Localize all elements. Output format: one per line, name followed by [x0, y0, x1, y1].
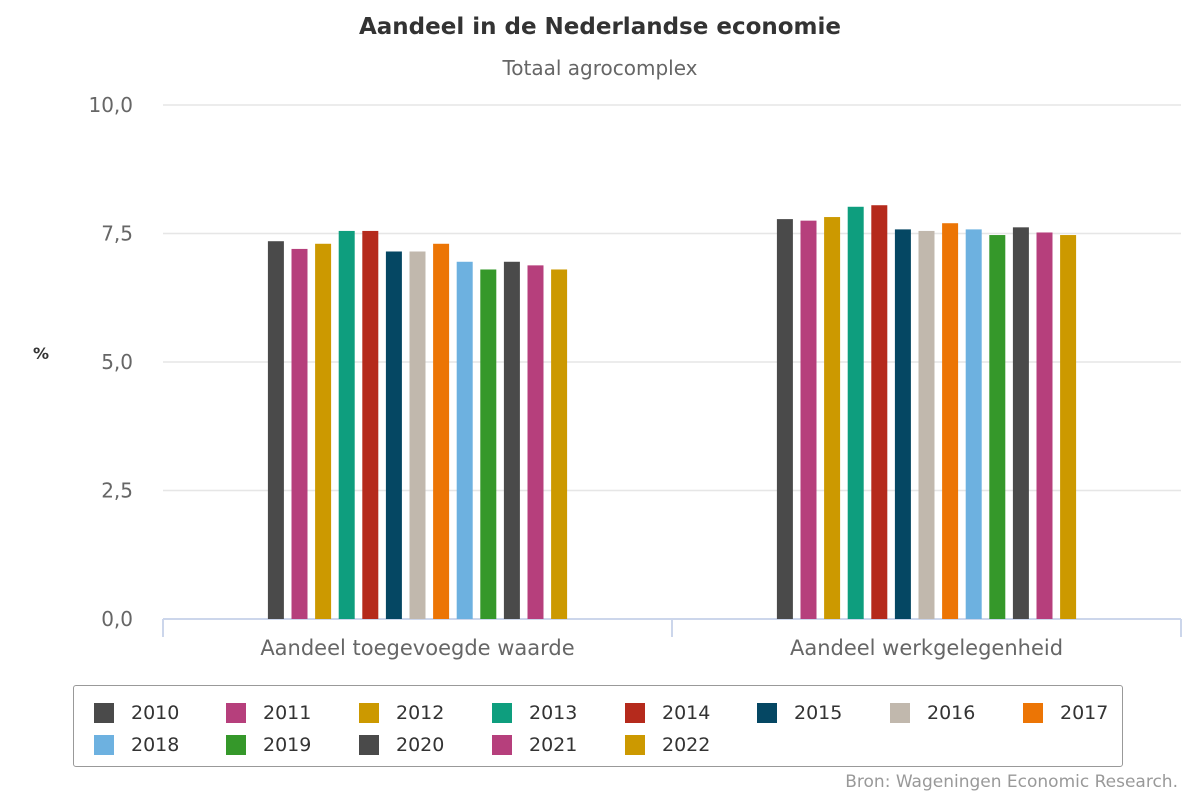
legend-swatch: [94, 703, 114, 723]
bar: [942, 223, 959, 619]
bar: [551, 269, 568, 619]
legend-item[interactable]: 2010: [94, 701, 179, 725]
legend-swatch: [226, 703, 246, 723]
legend-item[interactable]: 2016: [890, 701, 975, 725]
legend-swatch: [625, 735, 645, 755]
legend-item[interactable]: 2011: [226, 701, 311, 725]
bar: [385, 251, 402, 620]
bar: [989, 235, 1006, 620]
bar: [776, 219, 793, 619]
chart-title: Aandeel in de Nederlandse economie: [358, 14, 842, 40]
legend-item[interactable]: 2012: [359, 701, 444, 725]
bar: [456, 261, 473, 619]
bar-chart: 0,0 2,5 5,0 7,5 10,0 Aandeel toegevoegde waar…: [88, 93, 1182, 660]
legend-item[interactable]: 2013: [492, 701, 577, 725]
bar: [1012, 227, 1029, 619]
legend-label: 2016: [927, 702, 976, 724]
chart-subtitle: Totaal agrocomplex: [502, 56, 698, 80]
x-category-label: Aandeel werkgelegenheid: [790, 636, 1063, 660]
legend-swatch: [492, 703, 512, 723]
legend: 2010 2011 2012 2013 2014 2015 2016 2017 2018 2019…: [73, 685, 1123, 767]
y-tick-label: 10,0: [88, 93, 133, 117]
legend-item[interactable]: 2019: [226, 733, 311, 757]
legend-label: 2010: [131, 702, 180, 724]
legend-swatch: [1023, 703, 1043, 723]
legend-swatch: [226, 735, 246, 755]
bar: [433, 243, 450, 619]
legend-label: 2011: [263, 702, 312, 724]
bar: [800, 220, 817, 619]
legend-swatch: [359, 735, 379, 755]
legend-swatch: [94, 735, 114, 755]
bar: [409, 251, 426, 620]
y-tick-label: 2,5: [101, 479, 133, 503]
bar: [1036, 232, 1053, 620]
bar: [965, 229, 982, 619]
y-axis-label: %: [33, 344, 50, 363]
legend-label: 2015: [794, 702, 843, 724]
y-tick-label: 5,0: [101, 350, 133, 374]
legend-swatch: [359, 703, 379, 723]
legend-item[interactable]: 2021: [492, 733, 577, 757]
y-tick-label: 7,5: [101, 222, 133, 246]
bar: [1060, 235, 1077, 620]
bar: [847, 206, 864, 619]
legend-swatch: [890, 703, 910, 723]
legend-item[interactable]: 2022: [625, 733, 710, 757]
legend-label: 2019: [263, 734, 312, 756]
bar: [315, 243, 332, 619]
legend-label: 2014: [662, 702, 711, 724]
bar: [871, 205, 888, 620]
bar: [918, 230, 935, 619]
legend-label: 2018: [131, 734, 180, 756]
legend-label: 2020: [396, 734, 445, 756]
bar: [503, 261, 520, 619]
legend-label: 2012: [396, 702, 445, 724]
bar: [362, 230, 379, 619]
legend-label: 2022: [662, 734, 711, 756]
bar: [338, 230, 355, 619]
x-category-label: Aandeel toegevoegde waarde: [260, 636, 574, 660]
legend-label: 2013: [529, 702, 578, 724]
y-tick-label: 0,0: [101, 607, 133, 631]
bar: [267, 241, 284, 619]
bar: [291, 248, 308, 620]
legend-item[interactable]: 2014: [625, 701, 710, 725]
legend-label: 2021: [529, 734, 578, 756]
legend-swatch: [625, 703, 645, 723]
legend-item[interactable]: 2017: [1023, 701, 1108, 725]
legend-item[interactable]: 2020: [359, 733, 444, 757]
bar: [527, 265, 544, 619]
legend-item[interactable]: 2015: [757, 701, 842, 725]
legend-swatch: [757, 703, 777, 723]
bar: [480, 269, 497, 619]
bar: [824, 217, 841, 619]
source-note: Bron: Wageningen Economic Research.: [845, 772, 1178, 792]
legend-item[interactable]: 2018: [94, 733, 179, 757]
legend-label: 2017: [1060, 702, 1109, 724]
legend-swatch: [492, 735, 512, 755]
bar: [894, 229, 911, 619]
